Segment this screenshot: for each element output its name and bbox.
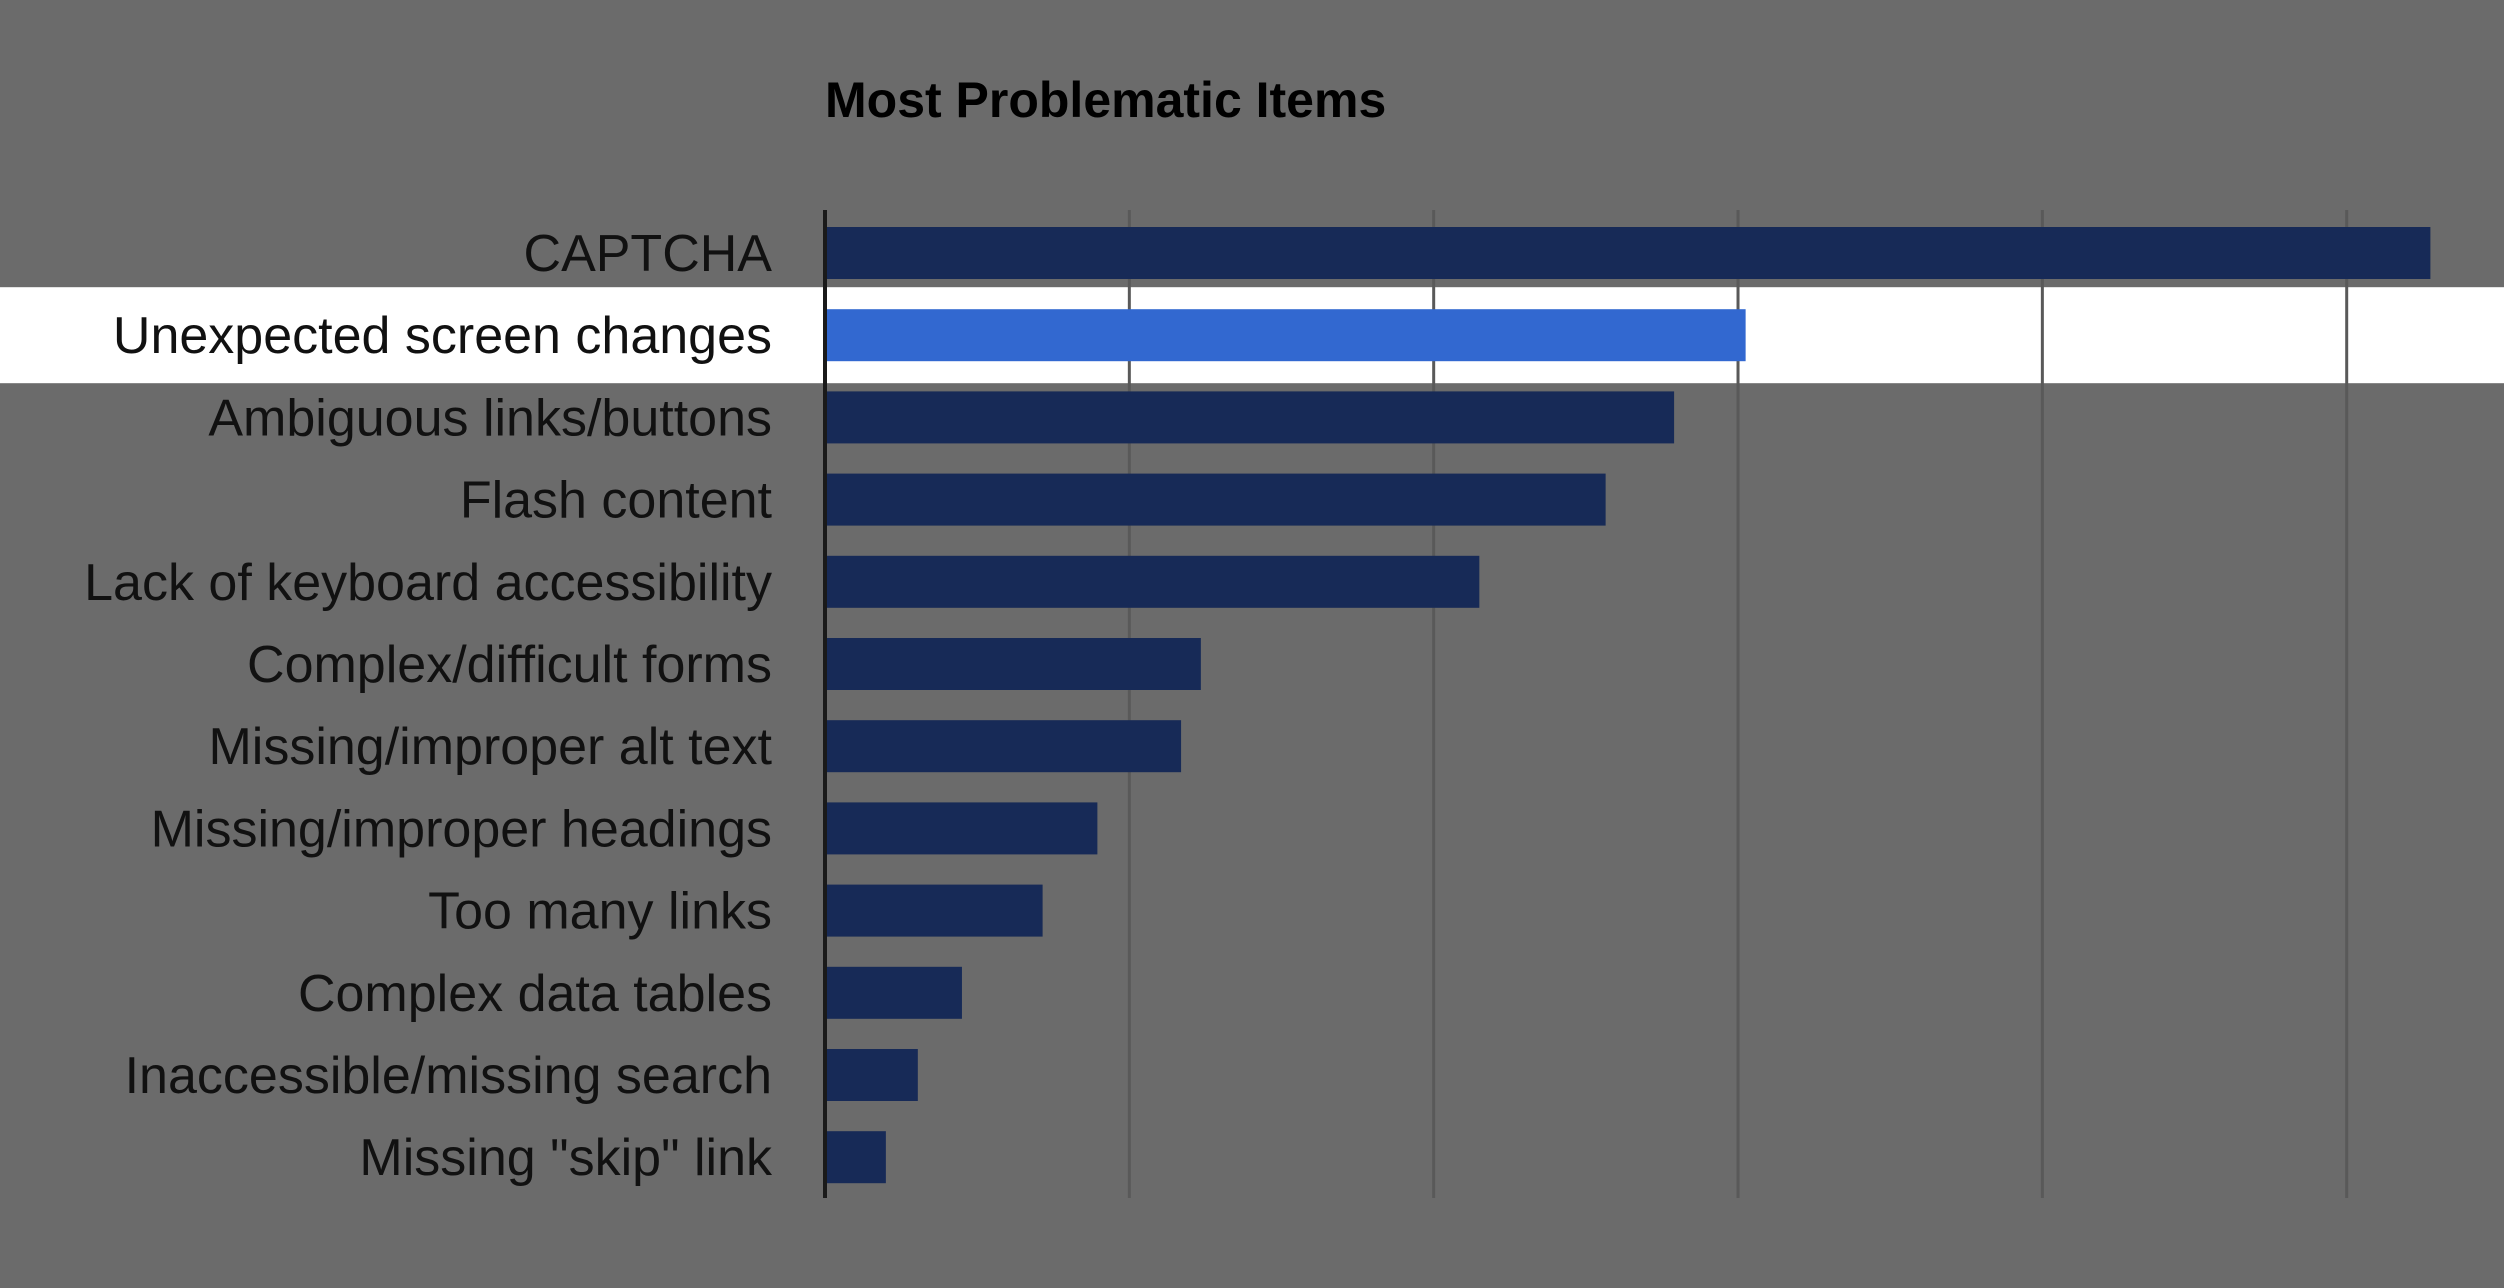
- category-label-layer: CAPTCHA Unexpected screen changes Ambiguou…: [84, 225, 773, 1187]
- category-label: Missing "skip" link: [359, 1129, 773, 1187]
- category-label: Missing/improper headings: [151, 800, 772, 858]
- chart-title: Most Problematic Items: [825, 72, 1386, 128]
- bar: [825, 884, 1043, 937]
- category-label: Too many links: [428, 883, 772, 941]
- bar: [825, 638, 1201, 690]
- bar: [825, 473, 1606, 526]
- bar: [825, 555, 1480, 608]
- category-label: Complex/difficult forms: [247, 636, 772, 694]
- bar: [825, 1049, 918, 1101]
- bar: [825, 966, 962, 1019]
- grid-layer: [1127, 210, 2349, 1198]
- category-label: CAPTCHA: [524, 225, 773, 283]
- category-label: Complex data tables: [298, 965, 772, 1023]
- category-label: Lack of keyboard accessibility: [84, 554, 772, 612]
- bar: [825, 227, 2431, 279]
- bar: [825, 720, 1182, 773]
- bar: [825, 802, 1098, 855]
- category-label: Ambiguous links/buttons: [208, 389, 772, 447]
- category-label: Unexpected screen changes: [113, 307, 772, 365]
- bar-layer: [825, 227, 2431, 1184]
- bar: [825, 391, 1675, 444]
- bar: [825, 1131, 886, 1184]
- category-label: Inaccessible/missing search: [125, 1047, 772, 1105]
- bar: [825, 309, 1746, 362]
- category-label: Flash content: [460, 472, 773, 530]
- category-label: Missing/improper alt text: [208, 718, 772, 776]
